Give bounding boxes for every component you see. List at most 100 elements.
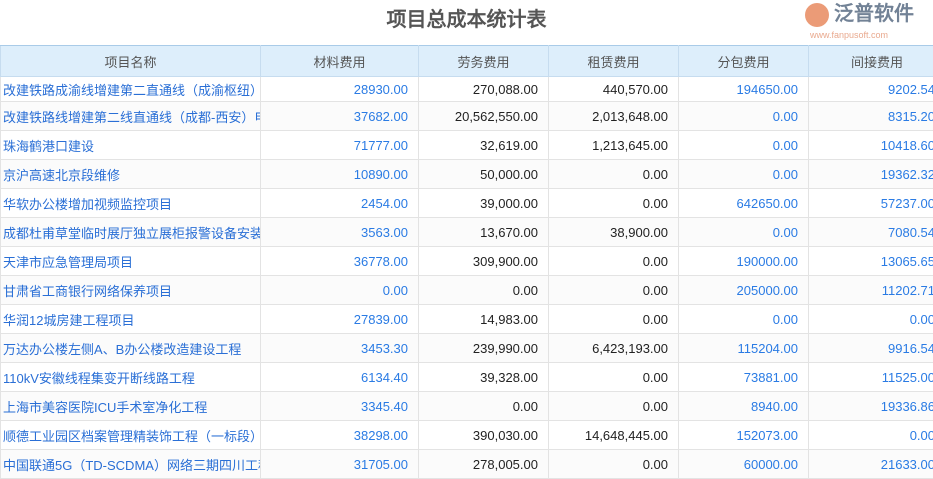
cost-cell: 20,562,550.00 [419,102,549,131]
project-name-link[interactable]: 110kV安徽线程集变开断线路工程 [1,363,261,392]
cost-cell[interactable]: 11525.00 [809,363,933,392]
cost-cell[interactable]: 7080.54 [809,218,933,247]
cost-cell[interactable]: 205000.00 [679,276,809,305]
cost-cell[interactable]: 0.00 [261,276,419,305]
cost-cell[interactable]: 73881.00 [679,363,809,392]
project-name-link[interactable]: 顺德工业园区档案管理精装饰工程（一标段） [1,421,261,450]
column-header[interactable]: 材料费用 [261,46,419,77]
cost-cell[interactable]: 0.00 [679,131,809,160]
cost-cell[interactable]: 31705.00 [261,450,419,479]
cost-cell[interactable]: 9916.54 [809,334,933,363]
cost-cell[interactable]: 3345.40 [261,392,419,421]
project-name-link[interactable]: 甘肃省工商银行网络保养项目 [1,276,261,305]
watermark: 泛普软件 www.fanpusoft.com [800,0,933,44]
column-header[interactable]: 租赁费用 [549,46,679,77]
cost-cell: 270,088.00 [419,77,549,102]
cost-cell[interactable]: 10418.60 [809,131,933,160]
project-name-link[interactable]: 成都杜甫草堂临时展厅独立展柜报警设备安装 [1,218,261,247]
cost-cell: 2,013,648.00 [549,102,679,131]
cost-cell[interactable]: 0.00 [679,102,809,131]
cost-cell[interactable]: 19362.32 [809,160,933,189]
project-name-link[interactable]: 改建铁路成渝线增建第二直通线（成渝枢纽） [1,77,261,102]
cost-cell: 13,670.00 [419,218,549,247]
project-name-link[interactable]: 京沪高速北京段维修 [1,160,261,189]
cost-cell: 38,900.00 [549,218,679,247]
cost-cell[interactable]: 115204.00 [679,334,809,363]
cost-cell[interactable]: 13065.65 [809,247,933,276]
cost-cell[interactable]: 0.00 [679,218,809,247]
cost-cell[interactable]: 9202.54 [809,77,933,102]
project-name-link[interactable]: 珠海鹤港口建设 [1,131,261,160]
cost-cell: 0.00 [419,276,549,305]
cost-cell[interactable]: 21633.00 [809,450,933,479]
cost-cell[interactable]: 6134.40 [261,363,419,392]
project-name-link[interactable]: 万达办公楼左侧A、B办公楼改造建设工程 [1,334,261,363]
cost-cell: 440,570.00 [549,77,679,102]
cost-cell[interactable]: 8940.00 [679,392,809,421]
cost-cell: 32,619.00 [419,131,549,160]
cost-cell[interactable]: 10890.00 [261,160,419,189]
cost-cell[interactable]: 60000.00 [679,450,809,479]
cost-cell[interactable]: 190000.00 [679,247,809,276]
column-header[interactable]: 间接费用 [809,46,933,77]
column-header[interactable]: 劳务费用 [419,46,549,77]
cost-cell[interactable]: 38298.00 [261,421,419,450]
cost-cell: 6,423,193.00 [549,334,679,363]
project-name-link[interactable]: 上海市美容医院ICU手术室净化工程 [1,392,261,421]
project-name-link[interactable]: 华润12城房建工程项目 [1,305,261,334]
cost-cell: 278,005.00 [419,450,549,479]
cost-cell[interactable]: 37682.00 [261,102,419,131]
fanpu-logo-icon [805,3,829,27]
project-name-link[interactable]: 改建铁路线增建第二线直通线（成都-西安）电 [1,102,261,131]
cost-cell: 0.00 [419,392,549,421]
cost-cell[interactable]: 152073.00 [679,421,809,450]
cost-cell[interactable]: 3453.30 [261,334,419,363]
cost-cell[interactable]: 2454.00 [261,189,419,218]
cost-cell: 239,990.00 [419,334,549,363]
column-header[interactable]: 分包费用 [679,46,809,77]
cost-cell: 14,648,445.00 [549,421,679,450]
page-title: 项目总成本统计表 [0,0,933,44]
cost-cell: 39,000.00 [419,189,549,218]
cost-cell[interactable]: 642650.00 [679,189,809,218]
cost-cell[interactable]: 36778.00 [261,247,419,276]
cost-cell[interactable]: 28930.00 [261,77,419,102]
column-header[interactable]: 项目名称 [1,46,261,77]
cost-cell: 39,328.00 [419,363,549,392]
cost-cell: 390,030.00 [419,421,549,450]
cost-cell[interactable]: 194650.00 [679,77,809,102]
cost-cell: 50,000.00 [419,160,549,189]
cost-cell[interactable]: 0.00 [809,305,933,334]
table-header: 项目名称材料费用劳务费用租赁费用分包费用间接费用 [1,46,933,77]
cost-cell[interactable]: 11202.71 [809,276,933,305]
cost-cell[interactable]: 3563.00 [261,218,419,247]
cost-cell[interactable]: 19336.86 [809,392,933,421]
cost-cell: 309,900.00 [419,247,549,276]
cost-cell: 0.00 [549,305,679,334]
cost-cell[interactable]: 27839.00 [261,305,419,334]
cost-cell[interactable]: 8315.20 [809,102,933,131]
cost-cell[interactable]: 0.00 [809,421,933,450]
cost-cell[interactable]: 0.00 [679,305,809,334]
project-name-link[interactable]: 中国联通5G（TD-SCDMA）网络三期四川工程 [1,450,261,479]
cost-cell[interactable]: 71777.00 [261,131,419,160]
cost-cell[interactable]: 0.00 [679,160,809,189]
watermark-url: www.fanpusoft.com [810,29,888,41]
project-name-link[interactable]: 华软办公楼增加视频监控项目 [1,189,261,218]
project-name-link[interactable]: 天津市应急管理局项目 [1,247,261,276]
cost-cell[interactable]: 57237.00 [809,189,933,218]
